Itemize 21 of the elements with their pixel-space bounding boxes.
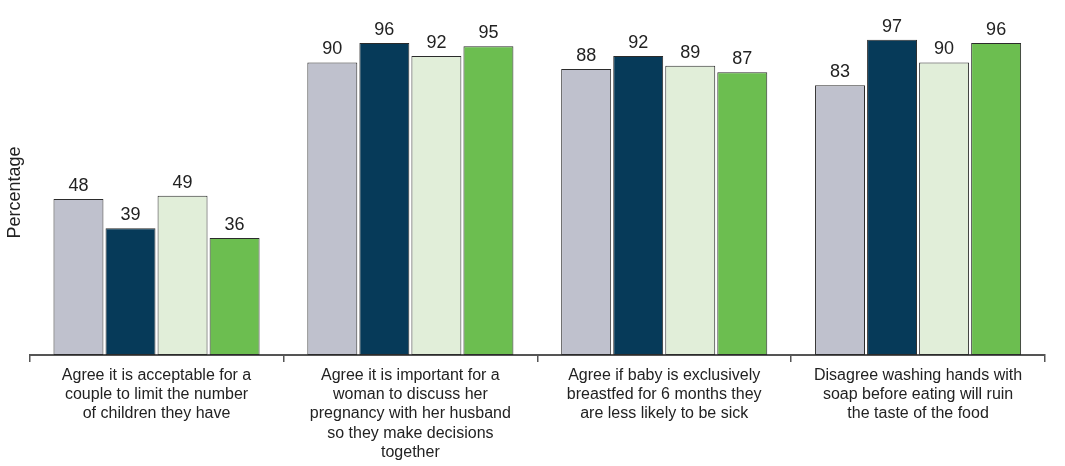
data-label: 96 (374, 18, 395, 39)
data-label: 36 (224, 213, 245, 234)
data-label: 90 (934, 38, 955, 59)
data-label: 48 (68, 174, 89, 195)
data-label: 83 (830, 61, 851, 82)
data-label: 96 (986, 18, 1007, 39)
x-tick-label: Agree if baby is exclusively breastfed for 6 months they are less likely to be sick (566, 366, 762, 422)
x-tick-label: Agree it is important for a woman to discuss her pregnancy with her husband so they make decisions together (309, 366, 511, 460)
data-label: 89 (680, 41, 701, 62)
x-tick-label: Agree it is acceptable for a couple to limit the number of children they have (61, 366, 252, 422)
data-label: 95 (478, 22, 499, 43)
data-label: 92 (628, 31, 649, 52)
data-label: 90 (322, 38, 343, 59)
data-label: 39 (120, 204, 141, 225)
data-label: 97 (882, 15, 903, 36)
data-label: 49 (172, 171, 193, 192)
y-axis-title: Percentage (3, 146, 24, 239)
x-tick-label: Disagree washing hands with soap before eating will ruin the taste of the food (814, 366, 1023, 422)
data-label: 92 (426, 31, 447, 52)
data-label: 88 (576, 44, 597, 65)
data-label: 87 (732, 48, 753, 69)
